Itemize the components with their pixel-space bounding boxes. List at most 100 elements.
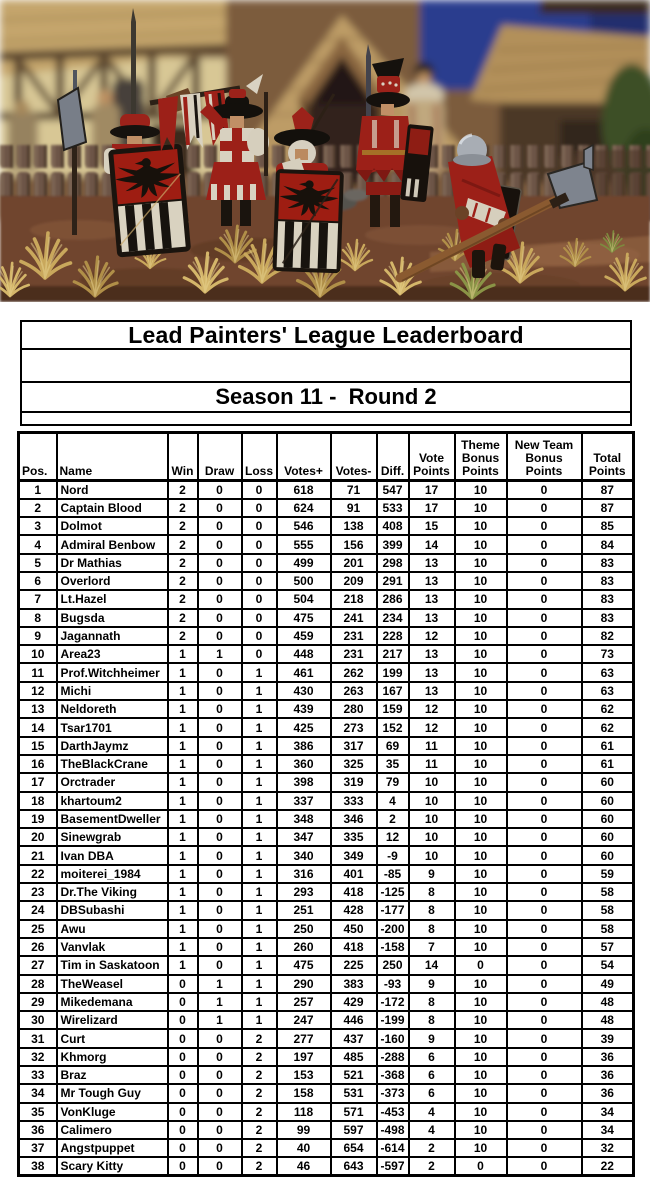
stat-cell: 10 bbox=[453, 534, 508, 555]
stat-cell: 9 bbox=[407, 973, 456, 994]
stat-cell: 0 bbox=[505, 1101, 583, 1122]
stat-cell: 1 bbox=[166, 753, 199, 775]
stat-cell: 9 bbox=[17, 625, 58, 647]
soldier-halberdier-left bbox=[56, 8, 191, 258]
stat-cell: 4 bbox=[17, 534, 58, 555]
stat-cell: -453 bbox=[375, 1101, 410, 1122]
stat-cell: 71 bbox=[329, 479, 378, 500]
stat-cell: 6 bbox=[407, 1064, 456, 1086]
stat-cell: 10 bbox=[453, 827, 508, 848]
stat-cell: 383 bbox=[329, 973, 378, 994]
stat-cell: 0 bbox=[505, 882, 583, 903]
table-row: 30 Wirelizard 0 1 1 247 446 -199 8 10 0 48 bbox=[17, 1010, 635, 1031]
stat-cell: 0 bbox=[505, 1156, 583, 1177]
stat-cell: 2 bbox=[166, 607, 199, 628]
player-name-cell: Scary Kitty bbox=[55, 1156, 169, 1177]
stat-cell: 1 bbox=[240, 735, 278, 756]
stat-cell: 10 bbox=[453, 936, 508, 958]
stat-cell: 60 bbox=[580, 790, 635, 811]
stat-cell: 1 bbox=[166, 882, 199, 903]
player-name-cell: Prof.Witchheimer bbox=[55, 662, 169, 683]
stat-cell: 1 bbox=[166, 845, 199, 866]
stat-cell: 418 bbox=[329, 882, 378, 903]
stat-cell: 0 bbox=[196, 1046, 243, 1068]
stat-cell: 0 bbox=[196, 497, 243, 519]
stat-cell: 0 bbox=[505, 1138, 583, 1159]
stat-cell: 2 bbox=[166, 497, 199, 519]
stat-cell: -177 bbox=[375, 900, 410, 921]
stat-cell: 10 bbox=[453, 772, 508, 793]
soldier-halberdier-right bbox=[395, 133, 599, 283]
stat-cell: 0 bbox=[505, 735, 583, 756]
stat-cell: 12 bbox=[17, 680, 58, 702]
stat-cell: 35 bbox=[17, 1101, 58, 1122]
stat-cell: 0 bbox=[505, 936, 583, 958]
player-name-cell: Bugsda bbox=[55, 607, 169, 628]
stat-cell: 1 bbox=[240, 680, 278, 702]
stat-cell: 499 bbox=[275, 552, 332, 574]
stat-cell: 0 bbox=[505, 479, 583, 500]
column-header: Vote Points bbox=[407, 431, 456, 482]
stat-cell: 316 bbox=[275, 863, 332, 885]
player-name-cell: Curt bbox=[55, 1028, 169, 1049]
stat-cell: -172 bbox=[375, 991, 410, 1013]
stat-cell: 0 bbox=[166, 1046, 199, 1068]
stat-cell: 87 bbox=[580, 479, 635, 500]
table-row: 35 VonKluge 0 0 2 118 571 -453 4 10 0 34 bbox=[17, 1101, 635, 1122]
stat-cell: 0 bbox=[505, 607, 583, 628]
season-round-text: Season 11 - Round 2 bbox=[215, 384, 437, 409]
stat-cell: 0 bbox=[505, 808, 583, 830]
stat-cell: 1 bbox=[240, 717, 278, 738]
stat-cell: 325 bbox=[329, 753, 378, 775]
table-row: 9 Jagannath 2 0 0 459 231 228 12 10 0 82 bbox=[17, 625, 635, 647]
stat-cell: 10 bbox=[453, 625, 508, 647]
stat-cell: 0 bbox=[196, 1064, 243, 1086]
stat-cell: 0 bbox=[505, 955, 583, 976]
stat-cell: 40 bbox=[275, 1138, 332, 1159]
player-name-cell: Mikedemana bbox=[55, 991, 169, 1013]
player-name-cell: Neldoreth bbox=[55, 699, 169, 720]
stat-cell: 0 bbox=[196, 552, 243, 574]
leaderboard-header: Lead Painters' League Leaderboard Season… bbox=[20, 320, 632, 426]
stat-cell: 118 bbox=[275, 1101, 332, 1122]
stat-cell: 337 bbox=[275, 790, 332, 811]
stat-cell: 597 bbox=[329, 1119, 378, 1141]
player-name-cell: Overlord bbox=[55, 570, 169, 592]
stat-cell: 555 bbox=[275, 534, 332, 555]
stat-cell: 1 bbox=[196, 991, 243, 1013]
stat-cell: 82 bbox=[580, 625, 635, 647]
stat-cell: 0 bbox=[505, 827, 583, 848]
stat-cell: 0 bbox=[196, 662, 243, 683]
stat-cell: 58 bbox=[580, 900, 635, 921]
stat-cell: 0 bbox=[166, 1138, 199, 1159]
stat-cell: 618 bbox=[275, 479, 332, 500]
stat-cell: 459 bbox=[275, 625, 332, 647]
table-row: 11 Prof.Witchheimer 1 0 1 461 262 199 13 10 0 63 bbox=[17, 662, 635, 683]
stat-cell: 48 bbox=[580, 991, 635, 1013]
stat-cell: 1 bbox=[196, 973, 243, 994]
stat-cell: 0 bbox=[196, 808, 243, 830]
stat-cell: 349 bbox=[329, 845, 378, 866]
stat-cell: 228 bbox=[375, 625, 410, 647]
stat-cell: 0 bbox=[196, 863, 243, 885]
stat-cell: 0 bbox=[166, 1083, 199, 1104]
stat-cell: 21 bbox=[17, 845, 58, 866]
stat-cell: 10 bbox=[453, 717, 508, 738]
stat-cell: 10 bbox=[453, 479, 508, 500]
stat-cell: 0 bbox=[196, 936, 243, 958]
stat-cell: -158 bbox=[375, 936, 410, 958]
stat-cell: 1 bbox=[166, 808, 199, 830]
stat-cell: 461 bbox=[275, 662, 332, 683]
stat-cell: 262 bbox=[329, 662, 378, 683]
stat-cell: 58 bbox=[580, 882, 635, 903]
stat-cell: 29 bbox=[17, 991, 58, 1013]
player-name-cell: Dr Mathias bbox=[55, 552, 169, 574]
stat-cell: 39 bbox=[580, 1028, 635, 1049]
stat-cell: 1 bbox=[166, 662, 199, 683]
stat-cell: 0 bbox=[166, 973, 199, 994]
stat-cell: 1 bbox=[240, 845, 278, 866]
stat-cell: 0 bbox=[196, 589, 243, 610]
stat-cell: 2 bbox=[166, 552, 199, 574]
stat-cell: -160 bbox=[375, 1028, 410, 1049]
stat-cell: 99 bbox=[275, 1119, 332, 1141]
